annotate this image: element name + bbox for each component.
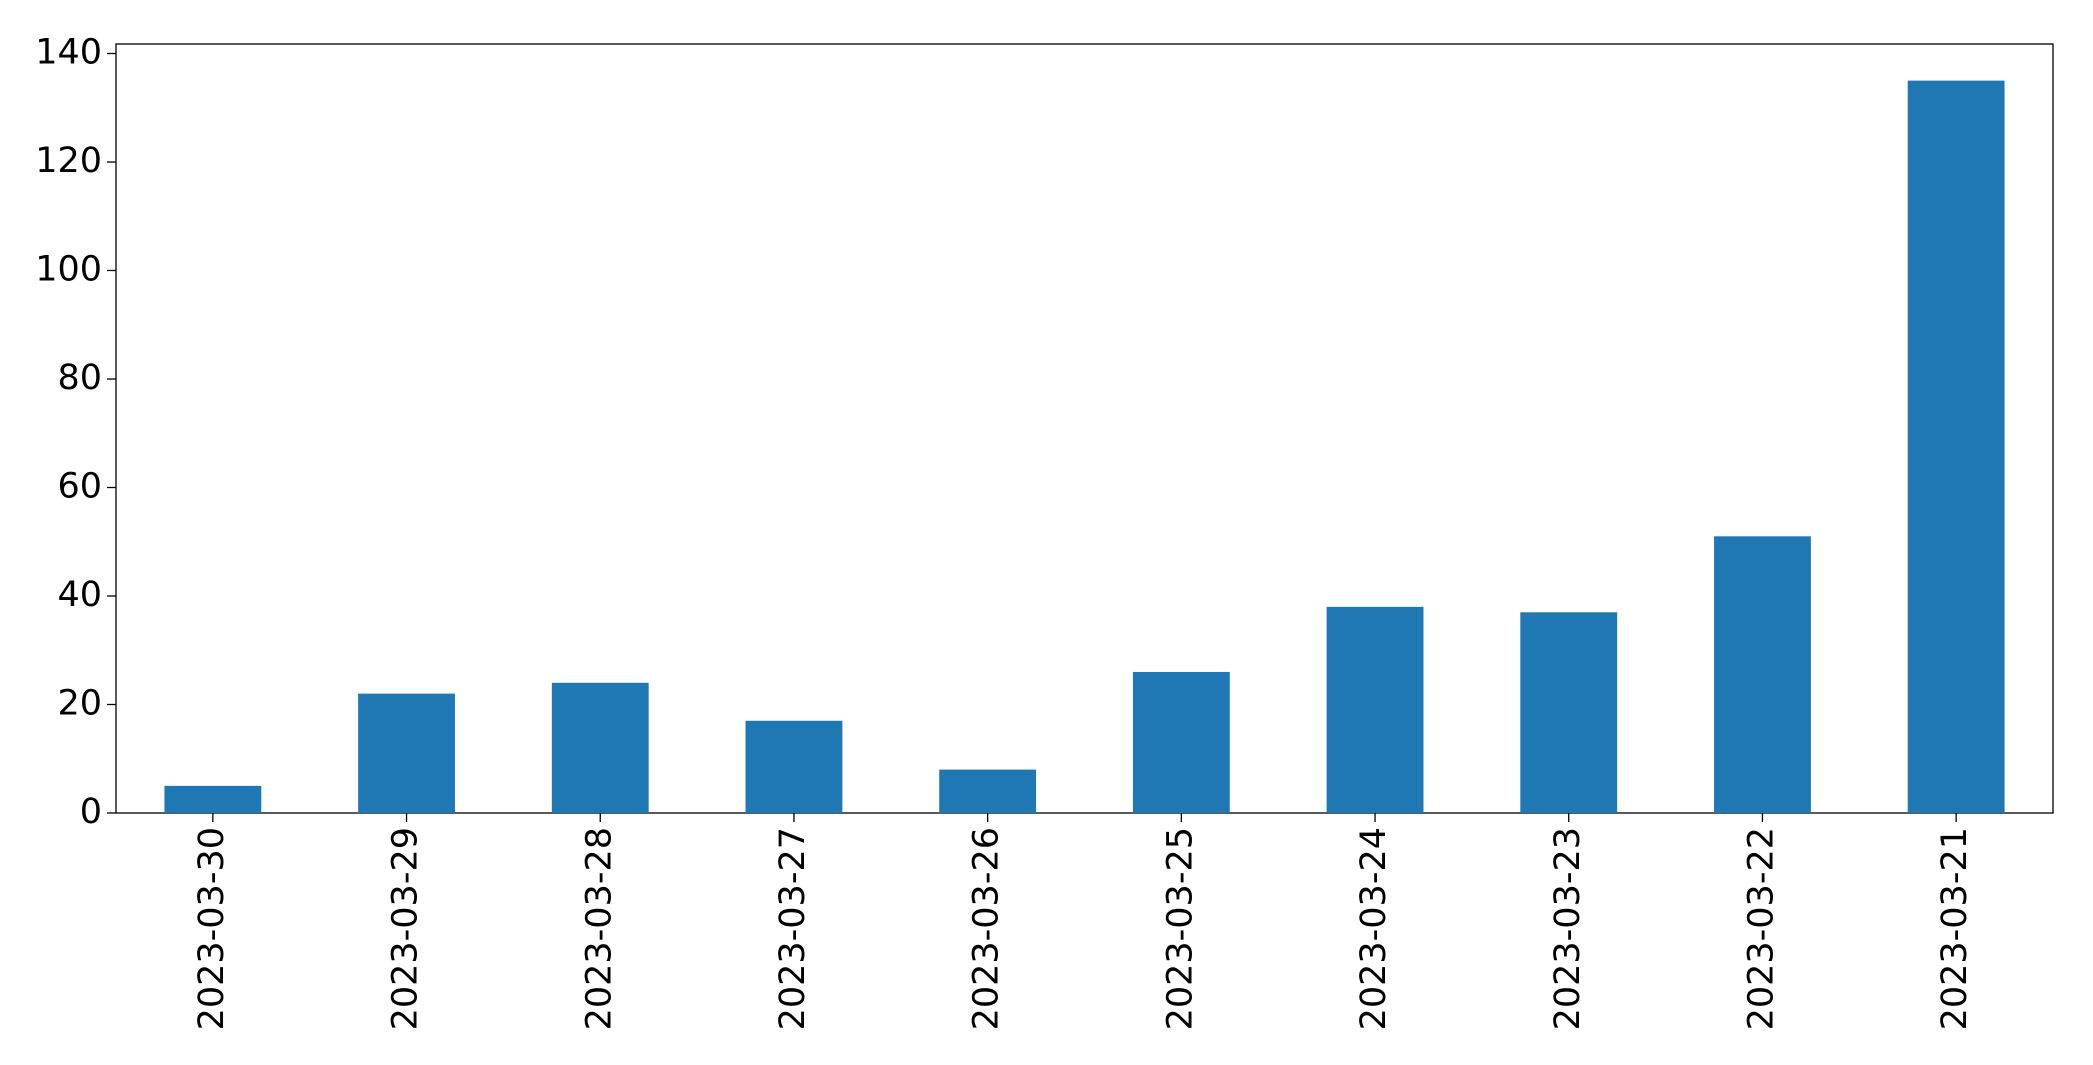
y-tick-label: 40 (57, 575, 102, 615)
x-tick-label: 2023-03-24 (1354, 827, 1394, 1030)
bar (1132, 671, 1230, 813)
plot-frame (115, 43, 2054, 814)
x-tick-label: 2023-03-28 (579, 827, 619, 1030)
x-tick-label: 2023-03-30 (192, 827, 232, 1030)
y-tick-label: 80 (57, 358, 102, 398)
bar (1520, 612, 1618, 813)
bar (745, 720, 843, 813)
bar (164, 785, 262, 813)
bar (939, 769, 1037, 813)
bar (358, 693, 455, 813)
y-tick-label: 20 (57, 683, 102, 723)
x-tick-label: 2023-03-26 (967, 827, 1007, 1030)
x-tick-label: 2023-03-29 (386, 827, 426, 1030)
bar (551, 682, 649, 813)
x-tick-label: 2023-03-25 (1160, 827, 1200, 1030)
x-tick-label: 2023-03-23 (1548, 827, 1588, 1030)
y-tick-label: 100 (35, 249, 102, 289)
x-tick-label: 2023-03-21 (1935, 827, 1975, 1030)
bar (1714, 536, 1811, 813)
y-tick-label: 0 (80, 792, 102, 832)
y-tick-label: 60 (57, 466, 102, 506)
y-tick-label: 140 (35, 32, 102, 72)
bar (1326, 606, 1424, 813)
y-tick-label: 120 (35, 141, 102, 181)
x-tick-label: 2023-03-27 (773, 827, 813, 1030)
x-tick-label: 2023-03-22 (1741, 827, 1781, 1030)
bar (1907, 80, 2005, 814)
